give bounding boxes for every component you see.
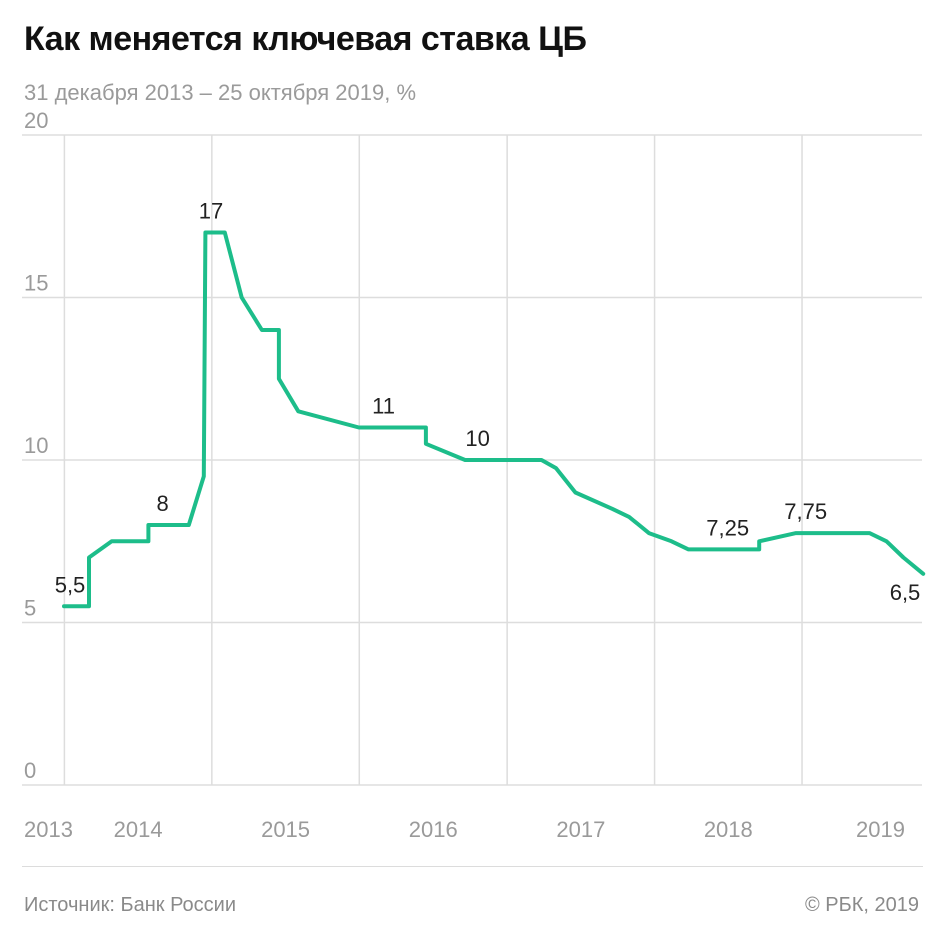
x-axis-ticks: 2013 2014 2015 2016 2017 2018 2019	[24, 817, 905, 842]
copyright-text: © РБК, 2019	[804, 894, 919, 916]
y-tick-label: 0	[24, 758, 36, 783]
line-chart: 0 5 10 15 20 2013 2014 2015 2016 2017 2018 2019 5,…	[22, 108, 926, 842]
footer-divider	[22, 866, 923, 867]
x-tick-label: 2016	[409, 817, 458, 842]
x-tick-label: 2017	[556, 817, 605, 842]
data-label: 6,5	[890, 580, 921, 605]
data-label: 7,75	[784, 499, 827, 524]
horizontal-gridlines	[22, 134, 922, 786]
x-tick-label: 2013	[24, 817, 73, 842]
y-tick-label: 10	[24, 433, 48, 458]
y-tick-label: 20	[24, 108, 48, 133]
x-tick-label: 2019	[856, 817, 905, 842]
x-tick-label: 2015	[261, 817, 310, 842]
data-label: 11	[372, 394, 395, 419]
data-label: 5,5	[55, 572, 86, 597]
chart-subtitle: 31 декабря 2013 – 25 октября 2019, %	[24, 80, 417, 105]
chart-title: Как меняется ключевая ставка ЦБ	[24, 20, 587, 58]
x-tick-label: 2018	[704, 817, 753, 842]
data-label: 10	[465, 426, 489, 451]
y-tick-label: 15	[24, 271, 48, 296]
x-tick-label: 2014	[114, 817, 163, 842]
y-tick-label: 5	[24, 596, 36, 621]
y-axis-ticks: 0 5 10 15 20	[24, 108, 48, 783]
data-label: 7,25	[706, 515, 749, 540]
key-rate-line	[62, 230, 926, 609]
data-label: 8	[156, 491, 168, 516]
source-text: Источник: Банк России	[24, 894, 237, 916]
data-label: 17	[199, 199, 223, 224]
data-labels: 5,5 8 17 11 10 7,25 7,75 6,5	[55, 199, 924, 607]
